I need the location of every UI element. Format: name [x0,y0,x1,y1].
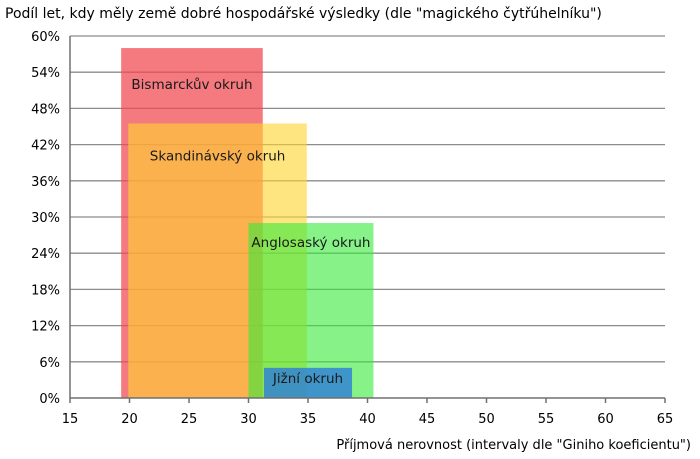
y-tick-label: 36% [31,175,60,190]
x-tick-label: 65 [657,412,674,427]
x-tick-label: 60 [597,412,614,427]
chart-title: Podíl let, kdy měly země dobré hospodářs… [5,6,602,22]
y-tick-label: 48% [31,102,60,117]
region-bar-jizni-okruh [263,367,353,398]
x-tick-label: 55 [538,412,555,427]
y-axis-ticks: 0% 6% 12% 18% 24% 30% 36% 42% 48% 54% 60% [31,30,60,407]
region-label-jizni-okruh: Jižní okruh [272,371,343,387]
y-tick-label: 0% [39,392,60,407]
y-tick-label: 30% [31,211,60,226]
x-axis-ticks: 15 20 25 30 35 40 45 50 55 60 65 [62,398,674,427]
region-labels: Bismarckův okruh Skandinávský okruh Anglos… [131,77,370,387]
y-tick-label: 6% [39,356,60,371]
x-tick-label: 35 [300,412,317,427]
plot-area [121,48,374,399]
region-label-bismarckuv-okruh: Bismarckův okruh [131,77,252,93]
x-tick-label: 15 [62,412,79,427]
y-tick-label: 18% [31,283,60,298]
y-tick-label: 12% [31,320,60,335]
x-tick-label: 50 [478,412,495,427]
x-axis-title: Příjmová nerovnost (intervaly dle "Ginih… [336,438,691,453]
x-tick-label: 20 [121,412,138,427]
y-tick-label: 60% [31,30,60,45]
x-tick-label: 25 [181,412,198,427]
y-tick-label: 42% [31,139,60,154]
y-tick-label: 24% [31,247,60,262]
x-tick-label: 40 [359,412,376,427]
y-tick-label: 54% [31,66,60,81]
region-label-skandinavsky-okruh: Skandinávský okruh [150,148,286,164]
x-tick-label: 30 [240,412,257,427]
x-tick-label: 45 [419,412,436,427]
region-label-anglosasky-okruh: Anglosaský okruh [251,235,370,251]
